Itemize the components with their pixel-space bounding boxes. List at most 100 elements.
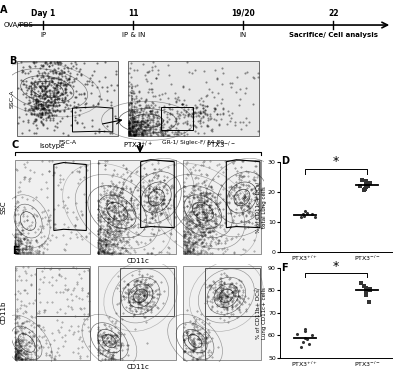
Point — [212, 296, 218, 303]
Point — [102, 236, 108, 242]
Point — [214, 246, 221, 252]
Point — [170, 122, 176, 129]
Point — [18, 77, 24, 84]
Point — [14, 345, 21, 351]
Point — [242, 224, 248, 231]
Point — [208, 349, 214, 355]
Point — [107, 229, 113, 235]
Point — [130, 132, 137, 138]
Point — [234, 300, 240, 306]
Point — [126, 173, 133, 179]
Point — [192, 318, 198, 325]
Point — [184, 171, 190, 177]
Point — [19, 336, 26, 343]
Point — [64, 287, 70, 293]
Point — [160, 109, 167, 115]
Point — [96, 250, 102, 256]
Point — [187, 213, 193, 219]
Point — [196, 167, 203, 173]
Point — [192, 124, 199, 130]
Point — [47, 59, 54, 65]
Point — [134, 278, 140, 284]
Point — [221, 216, 228, 222]
Point — [95, 243, 102, 249]
Point — [194, 356, 200, 362]
Point — [183, 121, 190, 127]
Point — [189, 339, 195, 345]
Point — [121, 207, 127, 213]
Point — [134, 119, 141, 126]
Point — [102, 243, 108, 249]
Point — [16, 240, 23, 246]
Point — [182, 225, 189, 231]
Point — [208, 202, 214, 208]
Point — [197, 229, 203, 236]
Point — [224, 306, 230, 313]
Point — [132, 128, 139, 134]
Point — [185, 246, 192, 252]
Text: *: * — [333, 155, 339, 168]
Point — [117, 237, 123, 243]
Point — [154, 109, 160, 115]
Point — [138, 272, 145, 278]
Point — [105, 209, 111, 216]
Point — [14, 245, 20, 251]
Point — [50, 103, 56, 109]
Point — [32, 348, 38, 355]
Point — [60, 82, 66, 88]
Point — [189, 248, 195, 254]
Point — [144, 123, 150, 129]
Point — [51, 65, 58, 72]
Point — [95, 215, 102, 221]
Point — [96, 246, 102, 252]
Point — [40, 250, 46, 256]
Point — [56, 329, 62, 335]
Point — [208, 126, 214, 132]
Point — [126, 302, 133, 308]
Point — [124, 169, 130, 175]
Point — [136, 299, 142, 305]
Point — [227, 224, 233, 230]
Point — [108, 333, 115, 339]
Point — [149, 214, 156, 221]
Point — [52, 108, 59, 114]
Point — [189, 321, 195, 328]
Point — [168, 80, 174, 87]
Point — [77, 305, 84, 311]
Point — [28, 245, 35, 251]
Point — [136, 119, 142, 125]
Point — [42, 110, 48, 117]
Point — [204, 194, 210, 200]
Point — [136, 289, 143, 295]
Point — [108, 332, 115, 338]
Point — [121, 214, 128, 220]
Point — [187, 248, 193, 254]
Text: A: A — [0, 5, 8, 15]
Point — [204, 210, 210, 216]
Point — [101, 239, 108, 245]
Point — [106, 237, 112, 243]
Point — [205, 196, 211, 202]
Point — [23, 233, 29, 239]
Point — [112, 242, 118, 248]
Point — [138, 305, 144, 311]
Point — [190, 346, 196, 353]
Point — [138, 276, 145, 282]
Point — [39, 158, 46, 164]
Point — [114, 192, 120, 199]
Point — [162, 130, 168, 136]
Point — [188, 337, 194, 343]
Point — [181, 248, 187, 254]
Point — [104, 219, 111, 225]
Point — [183, 231, 190, 237]
Point — [110, 203, 117, 209]
Point — [165, 164, 172, 171]
Point — [217, 214, 223, 220]
Point — [32, 343, 38, 349]
Point — [38, 105, 45, 111]
Point — [192, 238, 199, 244]
Point — [130, 122, 136, 129]
Point — [123, 166, 129, 172]
Point — [28, 87, 34, 93]
Point — [105, 219, 112, 225]
